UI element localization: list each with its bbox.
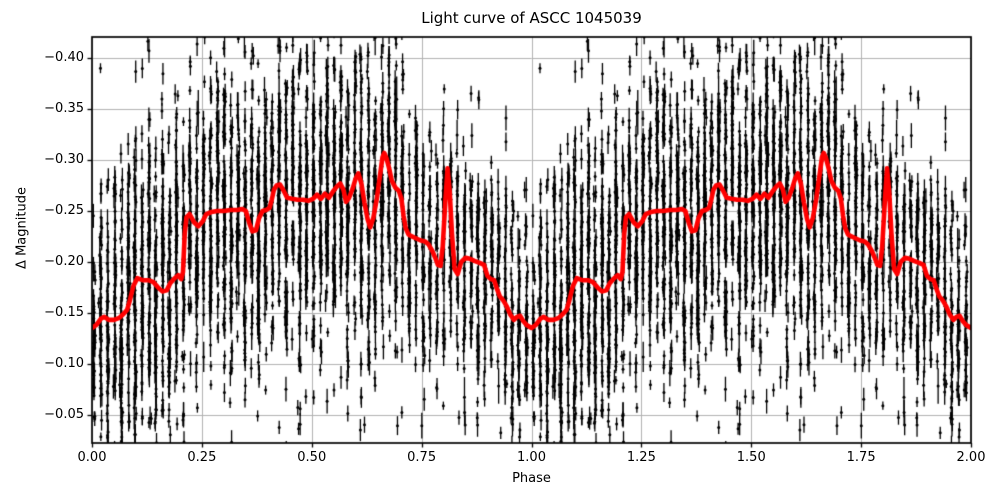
x-tick-label: 1.50 <box>736 450 766 465</box>
y-tick-label: −0.15 <box>44 304 84 320</box>
chart-title: Light curve of ASCC 1045039 <box>421 9 642 27</box>
x-tick-label: 2.00 <box>956 450 986 465</box>
x-axis-label: Phase <box>512 471 551 486</box>
x-tick-label: 0.00 <box>77 450 107 465</box>
x-tick-label: 0.75 <box>407 450 437 465</box>
y-tick-label: −0.05 <box>44 406 84 422</box>
x-tick-label: 1.00 <box>517 450 546 465</box>
x-tick-label: 1.25 <box>626 450 656 465</box>
x-tick-label: 1.75 <box>846 450 876 465</box>
x-tick-label: 0.50 <box>297 450 327 465</box>
y-tick-label: −0.40 <box>44 50 84 66</box>
y-tick-label: −0.20 <box>44 253 84 269</box>
y-tick-label: −0.10 <box>44 355 84 371</box>
x-tick-label: 0.25 <box>187 450 217 465</box>
y-tick-label: −0.25 <box>44 203 84 218</box>
y-tick-label: −0.35 <box>44 101 84 117</box>
y-tick-label: −0.30 <box>44 152 84 168</box>
